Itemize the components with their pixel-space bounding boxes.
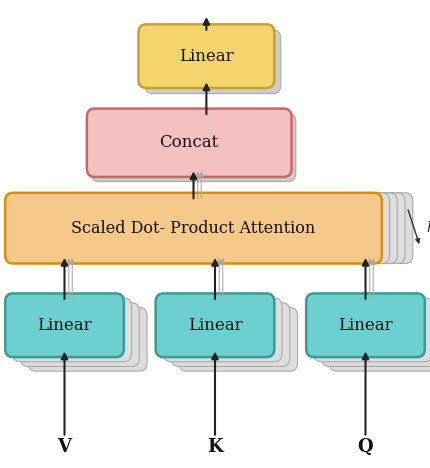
Text: K: K <box>207 439 223 456</box>
FancyBboxPatch shape <box>171 303 290 366</box>
FancyBboxPatch shape <box>87 109 292 177</box>
FancyBboxPatch shape <box>21 193 397 263</box>
FancyBboxPatch shape <box>28 307 147 371</box>
FancyBboxPatch shape <box>329 307 430 371</box>
FancyBboxPatch shape <box>91 113 296 182</box>
FancyBboxPatch shape <box>145 30 281 94</box>
Text: Concat: Concat <box>160 134 219 151</box>
FancyBboxPatch shape <box>314 298 430 362</box>
Text: Linear: Linear <box>187 317 243 334</box>
Text: Linear: Linear <box>179 48 234 65</box>
Text: Q: Q <box>358 439 373 456</box>
FancyBboxPatch shape <box>322 303 430 366</box>
FancyBboxPatch shape <box>21 303 139 366</box>
Text: Linear: Linear <box>338 317 393 334</box>
FancyBboxPatch shape <box>163 298 282 362</box>
FancyBboxPatch shape <box>156 293 274 357</box>
FancyBboxPatch shape <box>5 293 124 357</box>
FancyBboxPatch shape <box>138 24 274 88</box>
Text: h: h <box>427 221 430 235</box>
FancyBboxPatch shape <box>28 193 405 263</box>
Text: Linear: Linear <box>37 317 92 334</box>
Text: V: V <box>58 439 71 456</box>
FancyBboxPatch shape <box>179 307 298 371</box>
FancyBboxPatch shape <box>13 298 132 362</box>
FancyBboxPatch shape <box>306 293 425 357</box>
Text: Scaled Dot- Product Attention: Scaled Dot- Product Attention <box>71 219 316 237</box>
FancyBboxPatch shape <box>36 193 413 263</box>
FancyBboxPatch shape <box>13 193 390 263</box>
FancyBboxPatch shape <box>5 193 382 263</box>
